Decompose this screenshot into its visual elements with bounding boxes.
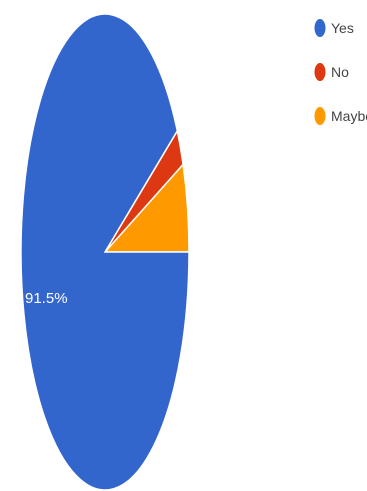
pie-slice-labels: 91.5% [25, 290, 68, 307]
legend-label-maybe: Maybe [331, 108, 367, 124]
legend-item-yes: Yes [314, 19, 354, 37]
legend-swatch-maybe [314, 107, 326, 125]
legend-swatch-no [314, 63, 326, 81]
pie-slices [20, 13, 190, 491]
slice-label-yes: 91.5% [25, 290, 68, 307]
legend-label-no: No [331, 64, 349, 80]
legend-item-maybe: Maybe [314, 107, 367, 125]
legend-label-yes: Yes [331, 20, 354, 36]
legend-swatch-yes [314, 19, 326, 37]
legend-item-no: No [314, 63, 349, 81]
pie-slice-yes [20, 13, 190, 491]
chart-legend: Yes No Maybe [314, 19, 367, 125]
